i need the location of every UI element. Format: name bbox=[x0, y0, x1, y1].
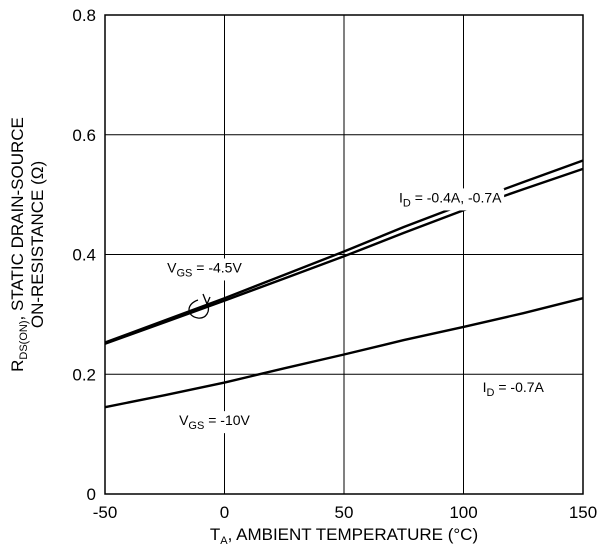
x-tick-label: 100 bbox=[449, 503, 477, 522]
x-tick-label: 150 bbox=[569, 503, 597, 522]
annotation-label: VGS = -10V bbox=[179, 412, 250, 432]
y-tick-label: 0.2 bbox=[72, 365, 96, 384]
y-tick-label: 0 bbox=[87, 485, 96, 504]
arrowhead-icon bbox=[202, 293, 211, 306]
x-axis-title: TA, AMBIENT TEMPERATURE (°C) bbox=[210, 525, 478, 547]
annotation-background bbox=[165, 258, 245, 281]
y-axis-title-line1: RDS(ON), STATIC DRAIN-SOURCE bbox=[8, 117, 30, 372]
annotation-background bbox=[177, 411, 253, 434]
x-tick-label: 0 bbox=[220, 503, 229, 522]
grid-lines bbox=[105, 15, 583, 494]
annotations: ID = -0.4A, -0.7A VGS = -4.5V ID = -0.7A VG… bbox=[165, 188, 547, 434]
annotation-background bbox=[480, 378, 547, 401]
series-line bbox=[104, 297, 584, 409]
curved-arrow-icon bbox=[188, 299, 210, 319]
x-tick-label: -50 bbox=[93, 503, 118, 522]
y-tick-label: 0.4 bbox=[72, 246, 96, 265]
annotation-label: ID = -0.4A, -0.7A bbox=[399, 189, 502, 209]
y-tick-label: 0.6 bbox=[72, 126, 96, 145]
y-axis-title-line2: ON-RESISTANCE (Ω) bbox=[28, 161, 47, 328]
annotation-label: VGS = -4.5V bbox=[167, 259, 242, 279]
plot-frame bbox=[104, 14, 584, 495]
y-tick-label: 0.8 bbox=[72, 6, 96, 25]
annotation-background bbox=[396, 188, 505, 211]
x-tick-label: 50 bbox=[335, 503, 354, 522]
annotation-label: ID = -0.7A bbox=[483, 379, 545, 399]
